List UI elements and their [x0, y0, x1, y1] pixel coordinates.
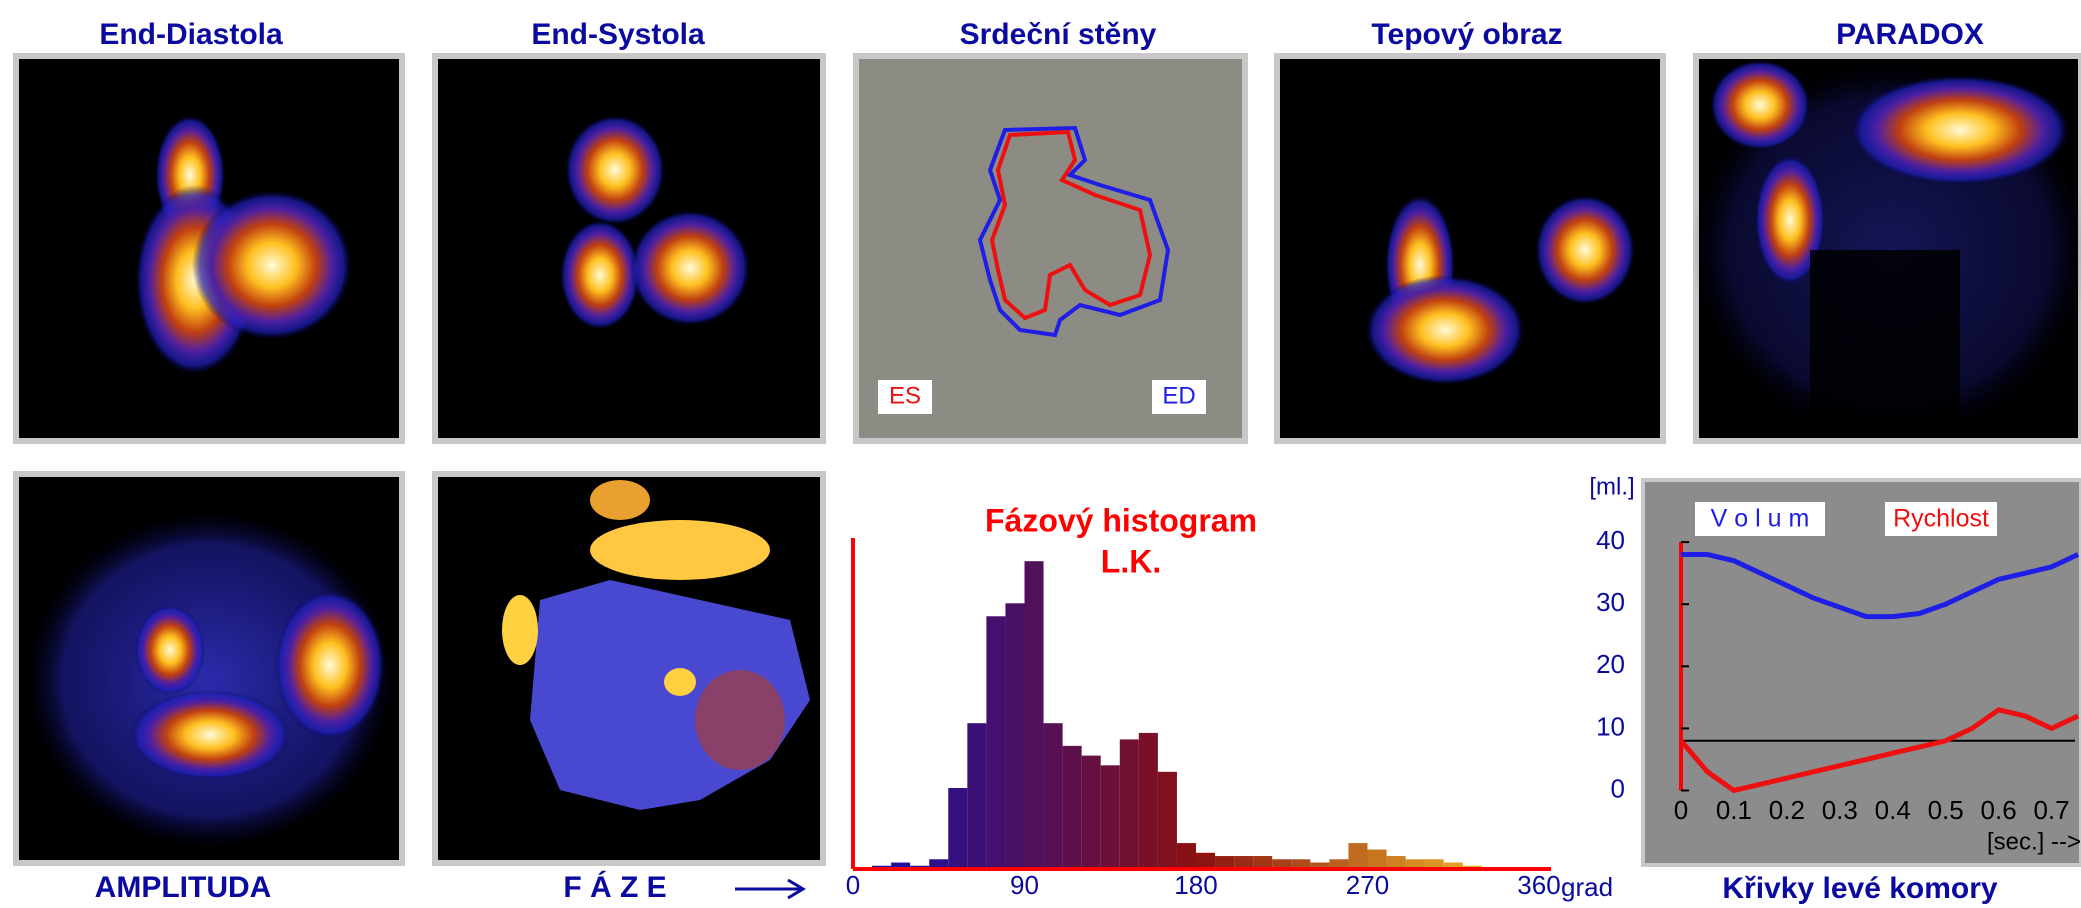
- legend-label: Rychlost: [1893, 505, 1989, 533]
- y-axis-label: [ml.]: [1589, 473, 1634, 500]
- histogram-bar: [986, 616, 1006, 869]
- x-tick-label: 180: [1174, 870, 1217, 900]
- x-tick-label: 90: [1010, 870, 1039, 900]
- histogram-bar: [1196, 852, 1216, 869]
- image-phase: [432, 471, 826, 866]
- x-tick-label: 0.2: [1769, 795, 1805, 825]
- panel-title: PARADOX: [1836, 18, 1984, 51]
- chart-title: Křivky levé komory: [1722, 872, 1997, 905]
- image-end-diastola: [13, 53, 405, 444]
- legend-box: [1695, 502, 1825, 536]
- arrow: [735, 878, 806, 900]
- legend-ed: ED: [1162, 382, 1195, 409]
- histogram-bar: [1157, 771, 1177, 869]
- histogram-bar: [1234, 856, 1254, 869]
- histogram-bar: [1329, 859, 1349, 869]
- y-tick-label: 40: [1596, 525, 1625, 555]
- x-tick-label: 0.3: [1822, 795, 1858, 825]
- histogram-bar: [1215, 856, 1235, 869]
- histogram-bar: [1272, 859, 1292, 869]
- histogram-bar: [1443, 862, 1463, 869]
- x-tick-label: 0.6: [1981, 795, 2017, 825]
- histogram-bar: [1081, 755, 1101, 869]
- histogram-bar: [1405, 859, 1425, 869]
- series-line: [1681, 552, 2080, 620]
- legend-label: V o l u m: [1711, 505, 1810, 533]
- histogram-bar: [1386, 856, 1406, 869]
- histogram-bar: [1291, 859, 1311, 869]
- panel-title: Srdeční stěny: [960, 18, 1157, 51]
- histogram-bar: [929, 859, 949, 869]
- histogram-bar: [1424, 859, 1444, 869]
- plot-area: [1641, 478, 2081, 867]
- y-tick-label: 20: [1596, 649, 1625, 679]
- histogram-bar: [967, 723, 987, 869]
- histogram-bar: [1100, 765, 1120, 869]
- histogram-bar: [1062, 745, 1082, 869]
- x-tick-label: 360: [1517, 870, 1560, 900]
- panel-title: End-Systola: [531, 18, 705, 51]
- panel-title: Tepový obraz: [1371, 18, 1562, 51]
- histogram-bar: [1043, 723, 1063, 869]
- histogram-bar: [1253, 856, 1273, 869]
- x-tick-label: 0.1: [1716, 795, 1752, 825]
- histogram-bar: [1367, 849, 1387, 869]
- x-tick-label: 0: [1674, 795, 1688, 825]
- x-tick-label: 0: [846, 870, 860, 900]
- y-tick-label: 30: [1596, 587, 1625, 617]
- histogram-bar: [891, 862, 911, 869]
- image-pulse: [1274, 53, 1666, 444]
- image-heart-walls: [853, 53, 1248, 444]
- legend-box: [1885, 502, 1997, 536]
- histogram-bar: [1119, 739, 1139, 869]
- histogram-bar: [948, 788, 968, 869]
- image-paradox: [1690, 53, 2081, 444]
- x-tick-label: 270: [1346, 870, 1389, 900]
- series-line: [1679, 707, 2080, 794]
- chart-subtitle: L.K.: [1101, 543, 1161, 579]
- histogram-bar: [1310, 862, 1330, 869]
- histogram-bar: [1176, 843, 1196, 869]
- x-axis-label: [sec.] -->: [1987, 828, 2081, 855]
- histogram-bar: [1348, 843, 1368, 869]
- histogram-bar: [1024, 561, 1044, 869]
- histogram-bar: [1005, 603, 1025, 869]
- panel-label: AMPLITUDA: [95, 871, 272, 904]
- image-end-systola: [432, 53, 826, 444]
- x-tick-label: 0.4: [1875, 795, 1911, 825]
- panel-title: End-Diastola: [99, 18, 283, 51]
- x-tick-label: 0.5: [1928, 795, 1964, 825]
- histogram-bar: [1138, 732, 1158, 869]
- y-tick-label: 10: [1596, 711, 1625, 741]
- y-tick-label: 0: [1611, 773, 1625, 803]
- x-unit: grad: [1561, 872, 1613, 902]
- legend-es: ES: [889, 382, 921, 409]
- x-tick-label: 0.7: [2033, 795, 2069, 825]
- chart-title: Fázový histogram: [985, 502, 1257, 538]
- panel-label: F Á Z E: [563, 870, 666, 904]
- image-amplitude: [13, 471, 405, 866]
